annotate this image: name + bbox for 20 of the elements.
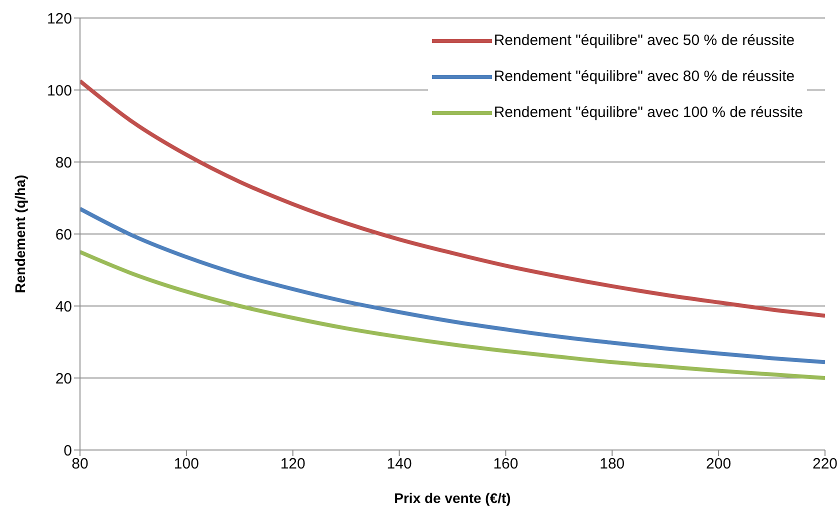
y-tick-label: 60 — [55, 226, 72, 244]
legend-label: Rendement "équilibre" avec 80 % de réussite — [494, 67, 795, 87]
y-tick-label: 120 — [46, 10, 72, 28]
legend-label: Rendement "équilibre" avec 100 % de réussite — [494, 103, 803, 123]
legend-label: Rendement "équilibre" avec 50 % de réussite — [494, 31, 795, 51]
y-tick-label: 0 — [64, 442, 72, 460]
y-tick-label: 40 — [55, 298, 72, 316]
y-tick-label: 80 — [55, 154, 72, 172]
y-tick-label: 100 — [46, 82, 72, 100]
x-tick-label: 140 — [386, 456, 412, 473]
x-tick-label: 180 — [600, 456, 625, 473]
x-tick-label: 80 — [72, 456, 88, 473]
y-axis-title: Rendement (q/ha) — [12, 174, 28, 294]
y-tick-label: 20 — [55, 370, 72, 388]
x-tick-label: 100 — [174, 456, 199, 473]
x-axis-title: Prix de vente (€/t) — [394, 490, 511, 506]
x-tick-label: 220 — [812, 456, 837, 473]
x-tick-label: 160 — [493, 456, 518, 473]
x-tick-label: 120 — [280, 456, 306, 473]
x-tick-label: 200 — [706, 456, 732, 473]
